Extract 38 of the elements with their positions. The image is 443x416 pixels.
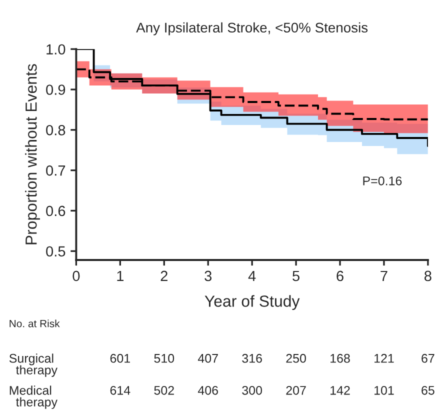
text: 406	[198, 386, 218, 395]
text: 316	[242, 354, 262, 363]
x-axis-title: Year of Study	[204, 295, 300, 310]
x-tick-label: 1	[117, 270, 124, 281]
y-tick-label: 0.9	[46, 84, 66, 95]
x-tick-label: 8	[424, 270, 432, 282]
x-tick-label: 3	[204, 270, 212, 282]
x-tick-label: 5	[292, 270, 300, 282]
text: Medical therapy	[10, 386, 58, 409]
text: 168	[330, 354, 350, 363]
chart-title: Any Ipsilateral Stroke, <50% Stenosis	[136, 22, 368, 36]
x-tick-label: 7	[380, 270, 388, 281]
x-tick-label: 0	[72, 270, 80, 282]
text: 601	[110, 354, 130, 363]
text: No. at Risk	[10, 320, 60, 328]
text: 121	[374, 354, 394, 363]
y-tick-label: 0.7	[46, 165, 66, 176]
text: 67	[422, 354, 434, 363]
text: 614	[110, 386, 130, 395]
x-tick-label: 6	[336, 270, 344, 282]
y-tick-label: 0.6	[46, 206, 66, 216]
y-tick-label: 0.8	[46, 125, 66, 136]
y-tick-label: 1.0	[46, 44, 66, 55]
x-tick-label: 4	[248, 270, 256, 281]
text: 65	[422, 386, 434, 395]
x-tick-label: 2	[160, 270, 168, 281]
y-axis-title: Proportion without Events	[25, 64, 40, 244]
text: 207	[286, 386, 306, 395]
text: 407	[198, 354, 218, 363]
text: Surgical therapy	[9, 354, 58, 377]
text: 250	[286, 354, 306, 363]
text: 142	[330, 386, 350, 395]
y-tick-label: 0.5	[46, 246, 66, 257]
annotation: P=0.16	[363, 176, 402, 186]
text: 502	[154, 386, 174, 395]
text: 101	[374, 386, 394, 395]
text: 510	[154, 354, 174, 363]
text: 300	[242, 386, 262, 395]
